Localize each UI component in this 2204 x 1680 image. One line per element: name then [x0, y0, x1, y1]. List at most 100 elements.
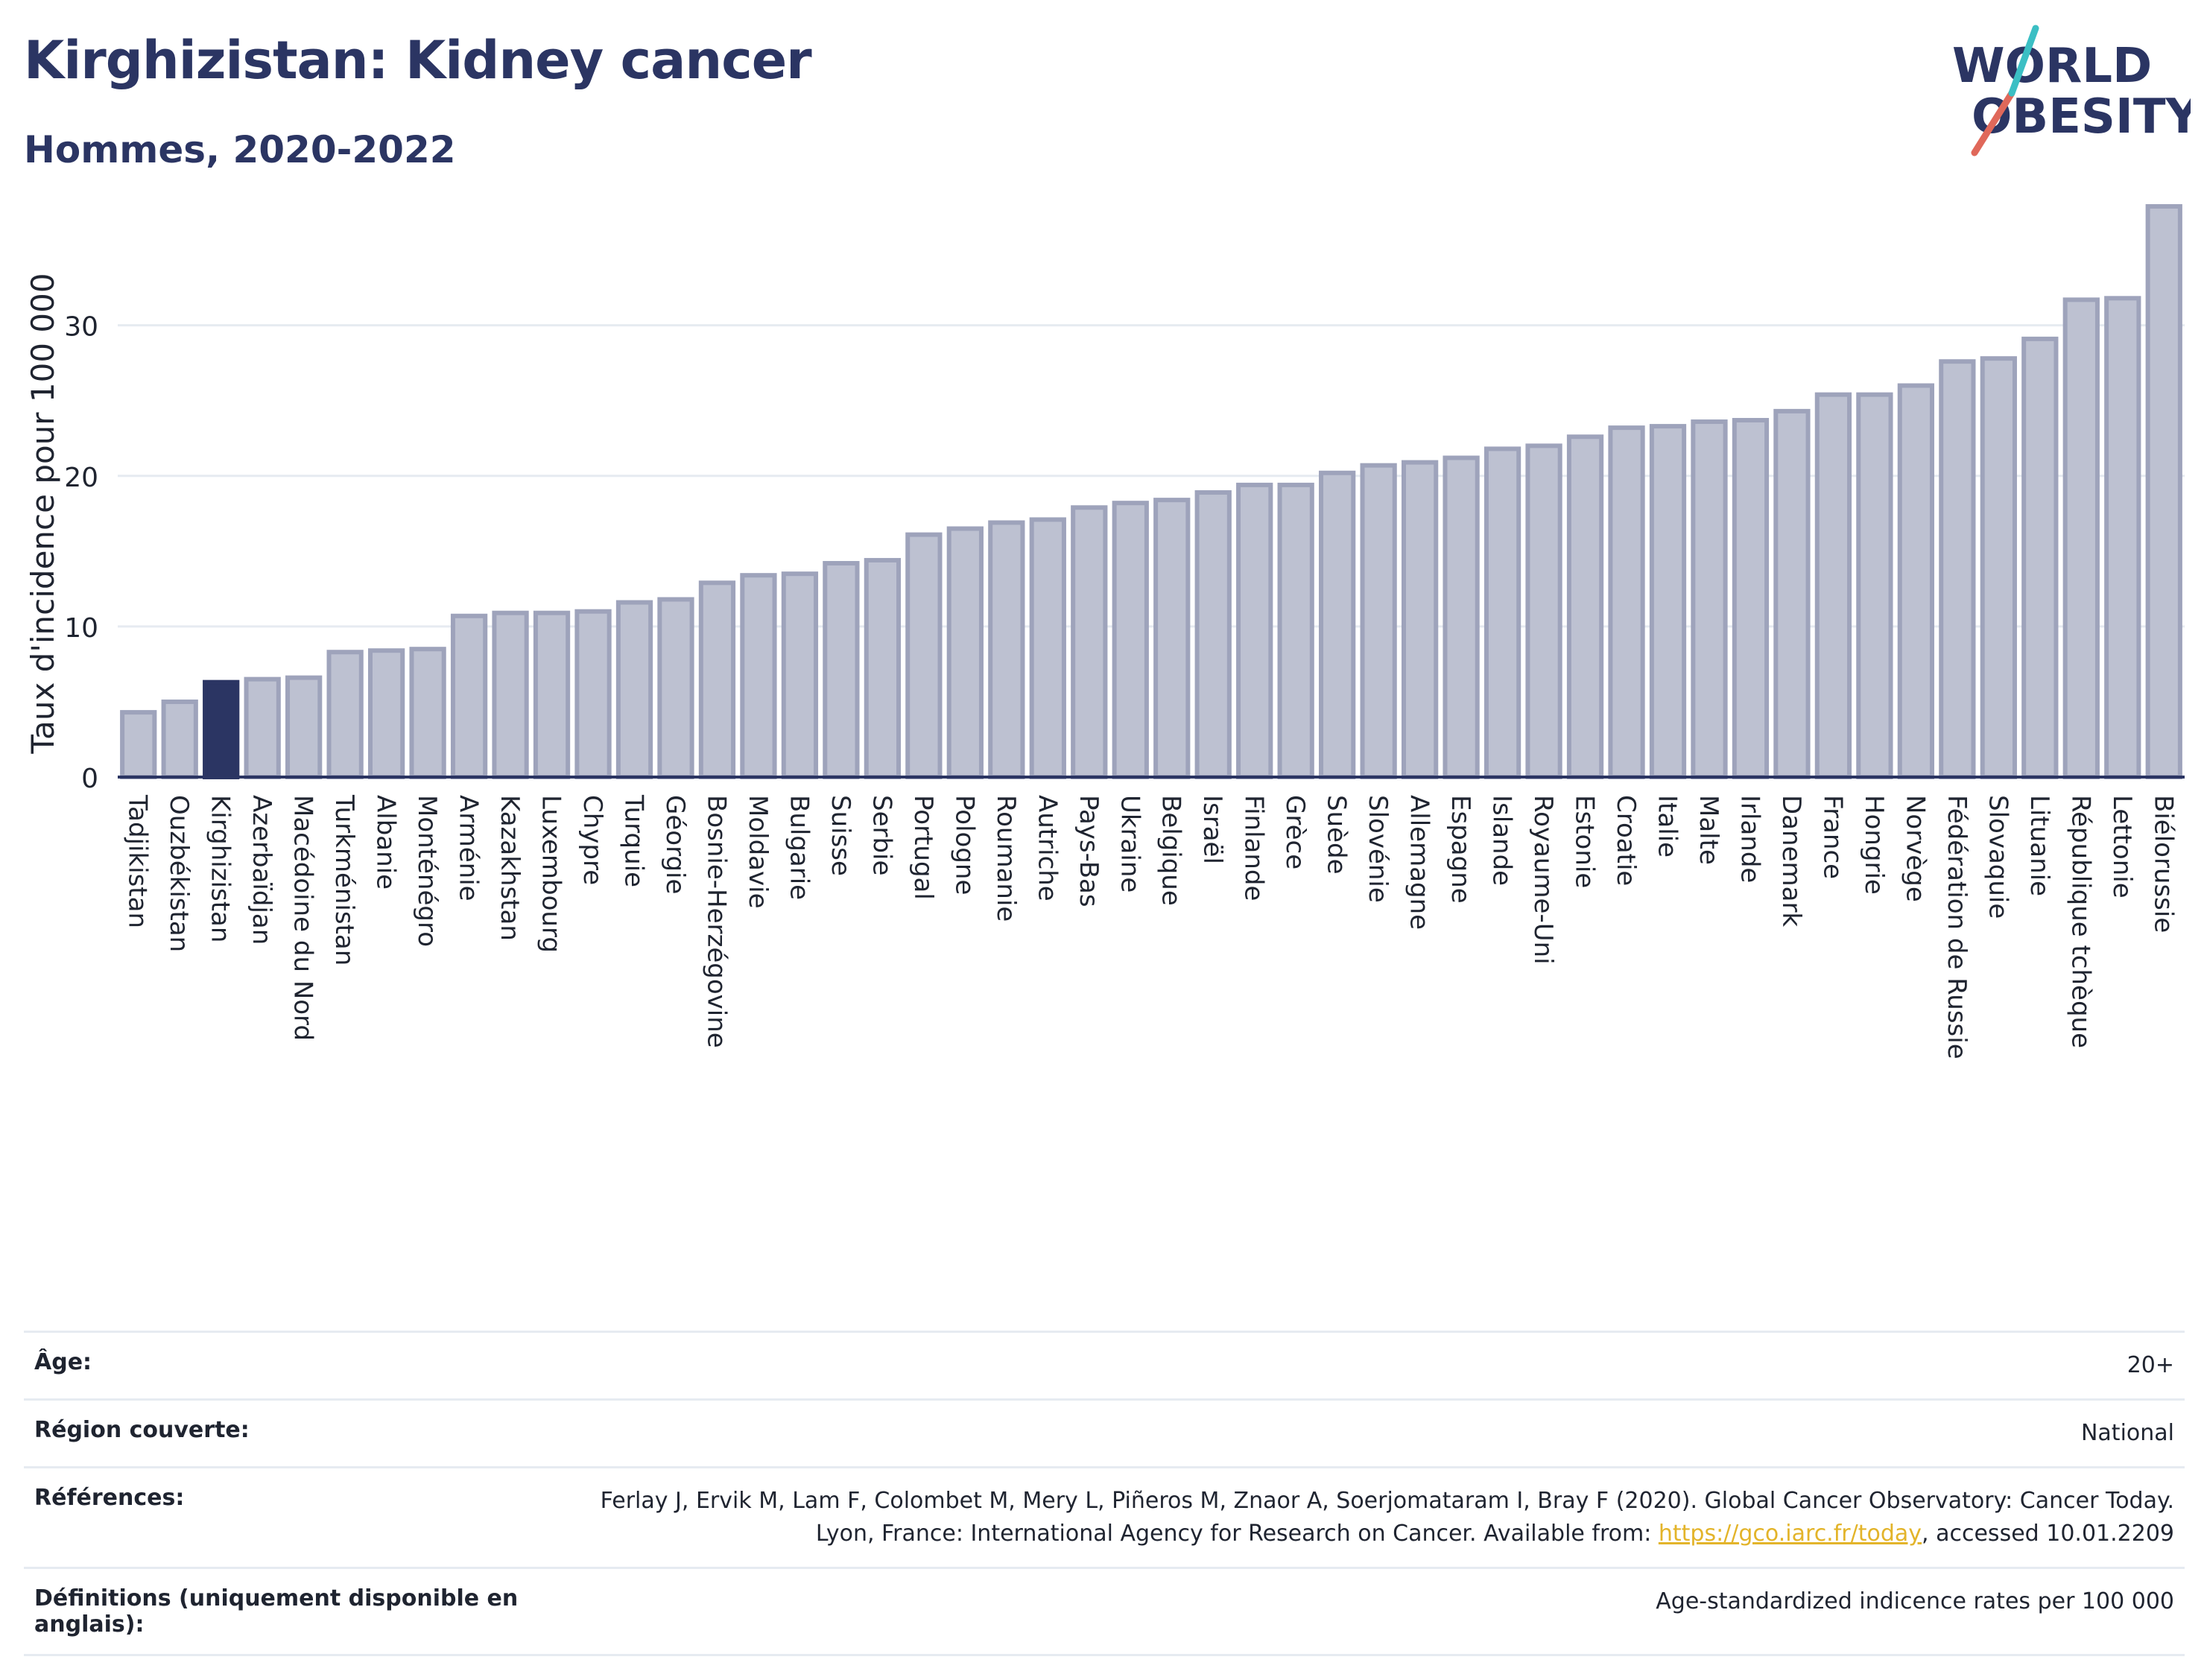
x-tick-label: Serbie: [867, 795, 896, 875]
x-tick-label: Lettonie: [2107, 795, 2137, 898]
bar: [1153, 498, 1191, 780]
bar: [905, 532, 943, 779]
bar: [1112, 501, 1149, 779]
references-suffix: , accessed 10.01.2209: [1922, 1521, 2174, 1547]
x-tick-label: Moldavie: [743, 795, 773, 909]
x-tick-label: Tadjikistan: [123, 794, 153, 928]
x-tick-label: Chypre: [577, 795, 607, 885]
meta-row-region: Région couverte: National: [24, 1398, 2185, 1466]
bar: [1856, 392, 1893, 779]
x-tick-label: Géorgie: [660, 795, 690, 894]
x-tick-label: Malte: [1694, 795, 1723, 865]
bar: [2021, 336, 2059, 780]
meta-row-age: Âge: 20+: [24, 1331, 2185, 1398]
bar: [615, 600, 653, 780]
bar: [1566, 434, 1604, 780]
logo-line-1: WORLD: [1952, 39, 2152, 94]
x-tick-label: Slovaquie: [1983, 795, 2013, 919]
y-tick-label: 20: [64, 463, 98, 493]
x-tick-label: Turquie: [619, 794, 649, 887]
y-tick-label: 10: [64, 613, 98, 644]
x-tick-label: Royaume-Uni: [1528, 795, 1558, 965]
bar: [1980, 356, 2017, 780]
bar: [367, 648, 405, 779]
x-tick-label: Luxembourg: [536, 795, 566, 953]
bar: [1525, 443, 1562, 779]
x-tick-label: Bulgarie: [784, 795, 814, 900]
x-tick-label: Norvège: [1900, 795, 1930, 902]
bar: [285, 675, 323, 780]
definitions-value: Age-standardized indicence rates per 100…: [1656, 1588, 2174, 1614]
bar: [1814, 392, 1852, 779]
definitions-label: Définitions (uniquement disponible en an…: [34, 1585, 519, 1638]
x-tick-label: Bosnie-Herzégovine: [701, 795, 731, 1048]
meta-row-definitions: Définitions (uniquement disponible en an…: [24, 1567, 2185, 1656]
x-tick-label: Autriche: [1032, 795, 1062, 901]
x-tick-label: Kazakhstan: [495, 795, 525, 941]
bar: [203, 679, 240, 780]
meta-row-references: Références: Ferlay J, Ervik M, Lam F, Co…: [24, 1466, 2185, 1567]
y-tick-label: 0: [81, 764, 98, 794]
bar: [161, 699, 198, 780]
bar: [1277, 482, 1314, 779]
bar: [823, 561, 860, 779]
x-tick-label: Azerbaïdjan: [247, 795, 276, 945]
bar: [740, 573, 777, 779]
x-tick-label: Portugal: [908, 795, 938, 900]
bar: [698, 580, 736, 780]
x-tick-label: Islande: [1487, 795, 1517, 886]
chart-title: Kirghizistan: Kidney cancer: [24, 30, 812, 91]
bar: [2062, 297, 2100, 780]
bar: [1649, 424, 1687, 779]
x-tick-label: Kirghizistan: [206, 795, 235, 942]
x-tick-label: Estonie: [1570, 795, 1600, 888]
x-tick-label: Pays-Bas: [1074, 795, 1103, 907]
bar: [1939, 359, 1976, 780]
bar: [492, 610, 529, 779]
bar: [988, 520, 1025, 779]
x-tick-label: France: [1817, 795, 1847, 879]
bar: [864, 557, 902, 780]
references-label: Références:: [34, 1485, 185, 1511]
references-text: Ferlay J, Ervik M, Lam F, Colombet M, Me…: [600, 1488, 2174, 1547]
bar: [533, 610, 571, 779]
bar: [1360, 463, 1397, 779]
bar: [2145, 204, 2182, 779]
x-tick-label: Slovénie: [1363, 795, 1393, 903]
bar: [657, 597, 694, 780]
bar: [1732, 418, 1770, 779]
bar: [1194, 490, 1232, 779]
x-tick-label: Roumanie: [991, 795, 1021, 922]
bar: [244, 676, 281, 780]
age-value: 20+: [2127, 1352, 2174, 1378]
bar: [1029, 517, 1066, 780]
bar: [946, 526, 984, 779]
x-tick-label: Croatie: [1611, 795, 1641, 886]
x-tick-label: Arménie: [454, 795, 484, 901]
bar: [120, 710, 157, 779]
bar: [1897, 383, 1935, 779]
x-tick-label: Belgique: [1156, 795, 1186, 906]
bar: [1773, 408, 1811, 779]
x-tick-label: Israël: [1197, 795, 1227, 864]
y-tick-label: 30: [64, 312, 98, 343]
region-label: Région couverte:: [34, 1417, 250, 1443]
x-tick-label: Grèce: [1280, 795, 1310, 869]
bar: [326, 650, 364, 779]
bar: [1071, 505, 1108, 779]
x-tick-label: Lituanie: [2024, 795, 2054, 896]
x-tick-label: République tchèque: [2065, 795, 2095, 1048]
metadata-table: Âge: 20+ Région couverte: National Référ…: [24, 1331, 2185, 1656]
x-tick-label: Italie: [1653, 795, 1682, 858]
y-axis-label: Taux d'incidence pour 100 000: [25, 273, 61, 754]
bar: [409, 647, 446, 779]
references-link[interactable]: https://gco.iarc.fr/today: [1658, 1521, 1922, 1547]
x-tick-label: Monténégro: [412, 795, 442, 947]
x-tick-label: Pologne: [949, 795, 979, 895]
bar: [574, 609, 612, 779]
world-obesity-logo: WORLD OBESITY: [1952, 25, 2191, 156]
bar: [781, 571, 819, 779]
logo-slash-red: [1971, 89, 2015, 156]
x-tick-label: Finlande: [1239, 795, 1269, 901]
logo-slash-teal: [2008, 25, 2039, 97]
